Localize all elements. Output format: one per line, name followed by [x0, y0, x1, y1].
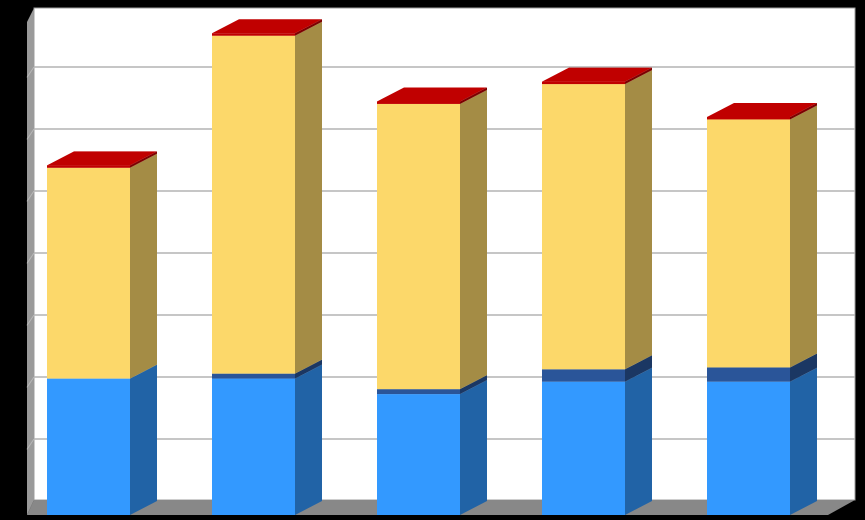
bar-segment-front	[212, 35, 295, 374]
bars	[47, 19, 817, 515]
side-gridline	[26, 252, 35, 264]
bar-segment-front	[47, 167, 130, 379]
side-gridline	[26, 438, 35, 450]
bar-segment-side	[790, 367, 817, 515]
bar-segment-side	[790, 102, 817, 120]
bar-segment-front	[542, 81, 625, 85]
side-gridline	[26, 128, 35, 140]
bar-segment-front	[707, 119, 790, 368]
bar-segment-side	[295, 21, 322, 374]
bar-top	[47, 151, 157, 166]
bar-segment-front	[47, 165, 130, 168]
bar-segment-front	[707, 116, 790, 120]
bar-segment-front	[707, 381, 790, 515]
bar-stack	[707, 102, 817, 515]
bar-segment-front	[212, 373, 295, 379]
bar-segment-front	[542, 84, 625, 370]
bar-segment-front	[377, 394, 460, 515]
bar-stack	[542, 67, 652, 515]
bar-segment-side	[625, 70, 652, 370]
side-gridline	[26, 376, 35, 388]
bar-segment-side	[130, 151, 157, 168]
bar-segment-front	[377, 101, 460, 104]
bar-segment-side	[460, 375, 487, 395]
bar-segment-side	[130, 153, 157, 379]
bar-segment-front	[212, 378, 295, 515]
side-gridline	[26, 314, 35, 326]
bar-top	[377, 87, 487, 102]
bar-segment-front	[542, 369, 625, 382]
bar-segment-front	[377, 389, 460, 395]
bar-segment-front	[47, 378, 130, 515]
bar-segment-side	[295, 359, 322, 379]
bar-segment-side	[295, 364, 322, 515]
bar-segment-side	[460, 380, 487, 515]
bar-segment-side	[790, 353, 817, 382]
bar-stack	[47, 151, 157, 515]
bar-top	[542, 67, 652, 82]
bar-segment-side	[790, 105, 817, 368]
bar-segment-side	[460, 89, 487, 390]
side-gridline	[26, 190, 35, 202]
bar-segment-side	[625, 67, 652, 85]
bar-segment-side	[130, 364, 157, 515]
bar-stack	[212, 19, 322, 515]
bar-segment-front	[212, 33, 295, 36]
bar-segment-side	[625, 367, 652, 515]
bar-segment-front	[707, 367, 790, 382]
bar-segment-side	[460, 87, 487, 104]
bar-segment-side	[625, 355, 652, 382]
bar-stack	[377, 87, 487, 515]
bar-top	[212, 19, 322, 34]
bar-segment-front	[542, 381, 625, 515]
bar-segment-front	[377, 103, 460, 390]
bar-top	[707, 102, 817, 117]
side-wall	[27, 8, 34, 515]
bar-segment-side	[295, 19, 322, 36]
side-gridline	[26, 66, 35, 78]
